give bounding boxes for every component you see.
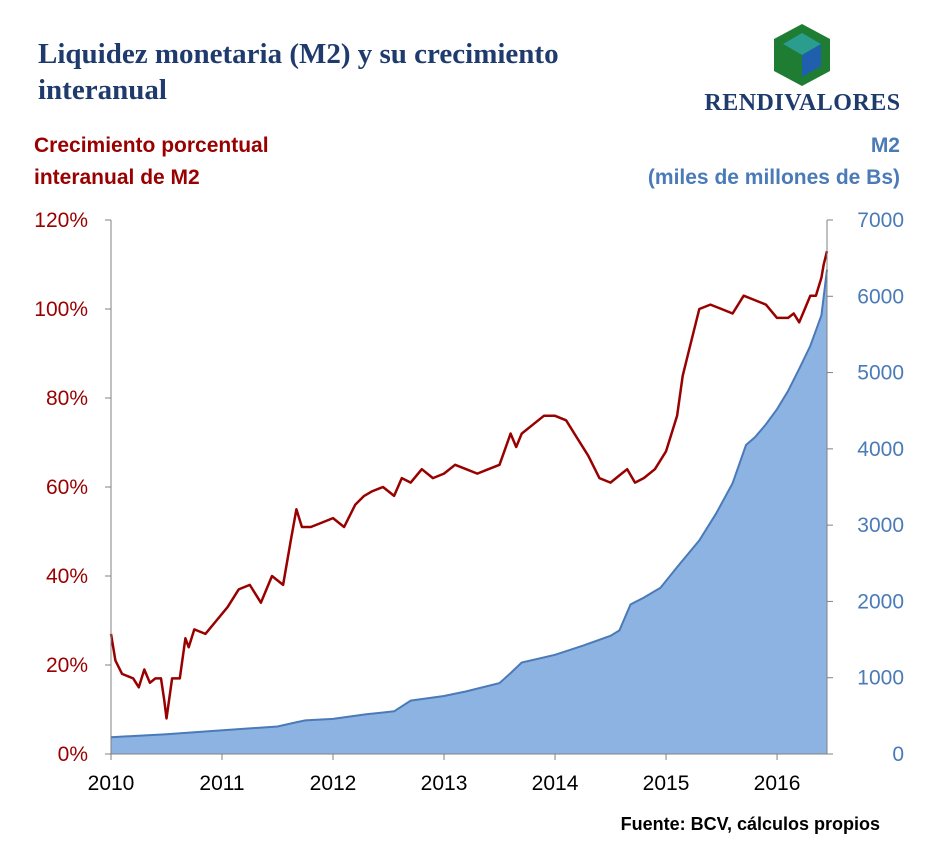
m2-area (111, 269, 827, 754)
right-tick-label: 1000 (857, 667, 904, 690)
x-tick-label: 2016 (754, 772, 801, 795)
right-axis-label-line1: M2 (870, 134, 900, 157)
plot-area: 0% 20% 40% 60% 80% 100% 120% 0 1000 2000 3000 4000 5… (34, 209, 904, 795)
left-tick-label: 40% (46, 565, 88, 588)
right-tick-label: 3000 (857, 514, 904, 537)
right-tick-label: 0 (892, 743, 904, 766)
left-axis-label-line2: interanual de M2 (34, 166, 200, 189)
x-tick-label: 2015 (643, 772, 690, 795)
right-tick-label: 5000 (857, 362, 904, 385)
left-tick-label: 100% (34, 298, 88, 321)
right-tick-label: 2000 (857, 590, 904, 613)
x-tick-label: 2012 (310, 772, 357, 795)
left-tick-label: 0% (58, 743, 88, 766)
cube-icon (774, 24, 830, 86)
x-tick-label: 2010 (88, 772, 135, 795)
source-note: Fuente: BCV, cálculos propios (620, 814, 880, 834)
x-tick-label: 2013 (421, 772, 468, 795)
right-tick-label: 7000 (857, 209, 904, 232)
growth-line (109, 250, 829, 720)
logo-right-face (802, 44, 821, 77)
left-axis-label: Crecimiento porcentual interanual de M2 (34, 130, 354, 194)
logo-wordmark: RENDIVALORES (704, 90, 901, 116)
left-tick-label: 20% (46, 654, 88, 677)
right-axis-label-line2: (miles de millones de Bs) (647, 166, 900, 189)
right-axis-label: M2 (miles de millones de Bs) (580, 130, 900, 194)
x-tick-label: 2014 (532, 772, 579, 795)
logo-left-face (783, 44, 802, 77)
right-tick-label: 6000 (857, 285, 904, 308)
left-tick-label: 120% (34, 209, 88, 232)
right-tick-label: 4000 (857, 438, 904, 461)
rendivalores-logo: RENDIVALORES (700, 22, 905, 122)
left-tick-label: 80% (46, 387, 88, 410)
left-tick-label: 60% (46, 476, 88, 499)
x-tick-label: 2011 (199, 772, 244, 795)
chart-title: Liquidez monetaria (M2) y su crecimiento… (38, 38, 559, 106)
left-axis-label-line1: Crecimiento porcentual (34, 134, 269, 157)
m2-area-edge (110, 269, 828, 739)
